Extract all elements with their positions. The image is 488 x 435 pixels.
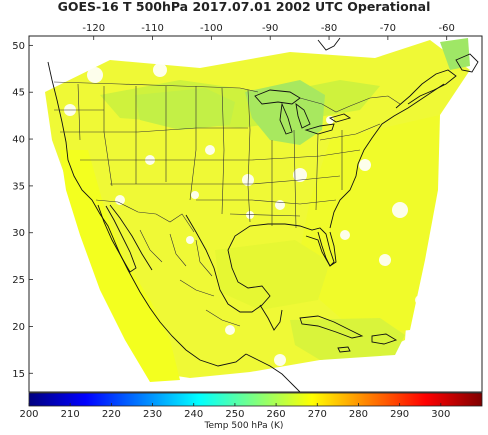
- mexico-states: [139, 229, 241, 327]
- field-pacific-strip: [60, 150, 180, 382]
- yucatan: [259, 304, 283, 331]
- lat-tick-label: 15: [12, 369, 25, 380]
- lat-tick-label: 45: [12, 88, 25, 99]
- lon-tick-label: -110: [141, 23, 164, 34]
- field-caribbean: [290, 318, 405, 360]
- colorbar-tick-label: 290: [390, 409, 409, 420]
- james-bay: [317, 37, 341, 51]
- lat-tick-label: 20: [12, 322, 25, 333]
- latitude-ticks: 15 20 25 30 35 40 45 50: [12, 41, 33, 380]
- colorbar-tick-label: 250: [225, 409, 244, 420]
- lon-tick-label: -120: [82, 23, 105, 34]
- colorbar-tick-label: 210: [61, 409, 80, 420]
- newfoundland: [455, 53, 479, 73]
- lon-tick-label: -70: [380, 23, 396, 34]
- atlantic-coast: [329, 83, 445, 229]
- field-plains-green: [135, 88, 235, 130]
- lon-tick-label: -100: [200, 23, 223, 34]
- longitude-ticks: -120 -110 -100 -90 -80 -70 -60: [82, 23, 455, 40]
- colorbar-tick-label: 260: [267, 409, 286, 420]
- map-title: GOES-16 T 500hPa 2017.07.01 2002 UTC Ope…: [57, 0, 431, 14]
- political-borders: [53, 81, 401, 327]
- lat-tick-label: 35: [12, 181, 25, 192]
- lon-tick-label: -60: [439, 23, 455, 34]
- lat-tick-label: 40: [12, 135, 25, 146]
- field-east-coast: [300, 115, 440, 335]
- colorbar-label: Temp 500 hPa (K): [204, 421, 284, 431]
- baja-peninsula: [97, 204, 137, 273]
- maritime-canada: [395, 69, 457, 109]
- temperature-field: [45, 38, 470, 382]
- jamaica: [337, 346, 351, 353]
- colorbar-tick-label: 300: [431, 409, 450, 420]
- coastlines: [47, 37, 479, 392]
- us-states-horizontals: [54, 109, 381, 217]
- colorbar-ticks: 200 210 220 230 240 250 260 270 280 290 300: [19, 403, 450, 420]
- field-midwest-green: [245, 80, 325, 145]
- colorbar-tick-label: 240: [184, 409, 203, 420]
- pacific-coastline: [47, 61, 247, 367]
- field-canada-green: [440, 38, 470, 70]
- lon-tick-label: -80: [321, 23, 337, 34]
- colorbar-tick-label: 280: [349, 409, 368, 420]
- cuba: [299, 315, 364, 339]
- colorbar-tick-label: 230: [143, 409, 162, 420]
- us-canada-border: [53, 81, 401, 113]
- colorbar: [28, 392, 483, 407]
- lat-tick-label: 50: [12, 41, 25, 52]
- hispaniola: [371, 333, 398, 345]
- great-lakes: [254, 89, 352, 135]
- lat-tick-label: 25: [12, 275, 25, 286]
- lat-tick-label: 30: [12, 228, 25, 239]
- colorbar-tick-label: 200: [19, 409, 38, 420]
- central-america: [245, 353, 301, 392]
- gulf-coast: [185, 214, 335, 313]
- field-gulf-patch: [215, 240, 330, 310]
- lon-tick-label: -90: [262, 23, 278, 34]
- gulf-california-coast: [109, 204, 153, 271]
- us-mexico-border: [95, 199, 195, 233]
- map-frame: [28, 35, 483, 393]
- florida: [317, 231, 337, 267]
- colorbar-tick-label: 220: [102, 409, 121, 420]
- colorbar-tick-label: 270: [308, 409, 327, 420]
